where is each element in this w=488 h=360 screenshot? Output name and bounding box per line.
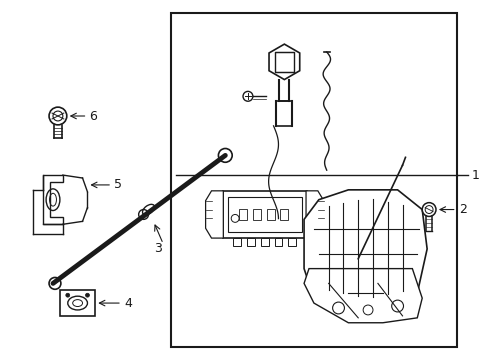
Circle shape xyxy=(66,293,70,297)
Bar xyxy=(280,208,288,220)
Text: 2: 2 xyxy=(458,203,466,216)
Text: 1: 1 xyxy=(470,168,478,181)
Circle shape xyxy=(218,148,232,162)
Bar xyxy=(274,52,294,72)
Bar xyxy=(266,208,274,220)
Circle shape xyxy=(85,293,89,297)
Text: 5: 5 xyxy=(114,179,122,192)
Polygon shape xyxy=(43,175,63,224)
Polygon shape xyxy=(268,44,299,80)
Bar xyxy=(239,208,246,220)
Polygon shape xyxy=(305,191,323,238)
Polygon shape xyxy=(304,190,426,318)
Bar xyxy=(171,13,456,347)
Circle shape xyxy=(49,278,61,289)
Bar xyxy=(233,238,241,246)
Circle shape xyxy=(49,107,67,125)
Circle shape xyxy=(391,300,403,312)
Circle shape xyxy=(332,302,344,314)
Polygon shape xyxy=(304,269,421,323)
Text: 6: 6 xyxy=(89,109,97,122)
Text: 4: 4 xyxy=(123,297,131,310)
Bar xyxy=(252,208,260,220)
Polygon shape xyxy=(205,191,223,238)
Text: 3: 3 xyxy=(154,242,162,255)
Ellipse shape xyxy=(142,204,154,215)
Bar xyxy=(288,238,296,246)
Circle shape xyxy=(243,91,252,101)
Bar xyxy=(246,238,254,246)
Circle shape xyxy=(421,203,435,216)
Bar xyxy=(60,290,95,316)
Bar xyxy=(260,238,268,246)
Bar xyxy=(274,238,282,246)
Bar xyxy=(228,197,302,232)
Bar xyxy=(223,191,306,238)
